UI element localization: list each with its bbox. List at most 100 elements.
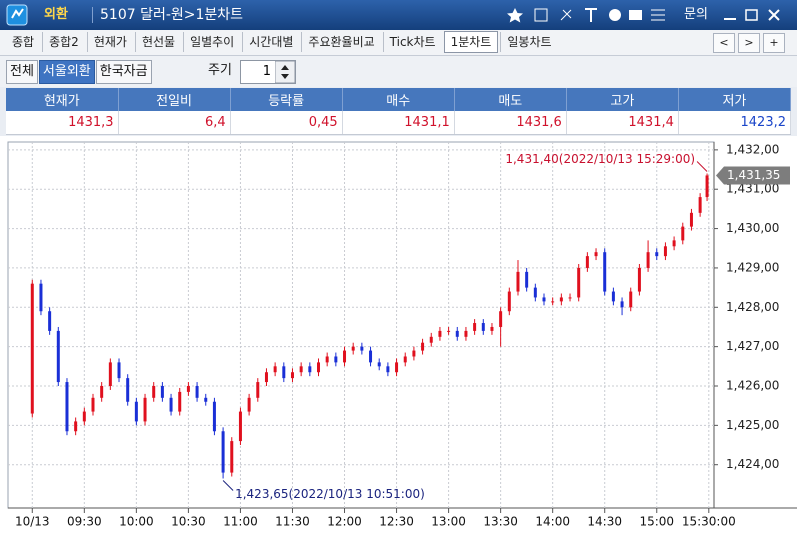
period-spinner[interactable]: 1: [240, 60, 296, 84]
candlestick-chart: 1,424,00 1,425,00 1,426,00 1,427,00 1,428,00…: [0, 136, 797, 535]
candle-body: [421, 342, 425, 351]
link-icon[interactable]: [560, 9, 572, 21]
close-button[interactable]: [768, 9, 780, 21]
column-header: 매도: [454, 88, 567, 111]
candle-body: [490, 326, 494, 331]
tab[interactable]: 일봉차트: [500, 32, 557, 52]
export-icon[interactable]: [534, 8, 548, 22]
quote-cell: 1431,6: [454, 111, 567, 135]
candle-body: [317, 362, 321, 373]
candle-body: [412, 350, 416, 357]
help-icon[interactable]: [609, 9, 621, 21]
x-tick-label: 10/13: [15, 515, 50, 529]
candle-body: [282, 366, 286, 379]
candle-body: [447, 330, 451, 332]
candle-body: [351, 346, 355, 351]
x-tick-label: 10:30: [171, 515, 206, 529]
candle-body: [705, 175, 709, 198]
tab-strip: 종합 종합2 현재가 현선물 일별추이 시간대별 주요환율비교 Tick차트 1분차트 일봉차트 <…: [0, 30, 797, 56]
source-button[interactable]: 전체: [6, 60, 38, 84]
quote-header: 현재가 전일비 등락률 매수 매도 고가 저가: [6, 88, 792, 111]
y-tick-label: 1,428,00: [726, 300, 779, 314]
column-header: 저가: [678, 88, 792, 111]
print-icon[interactable]: [629, 10, 642, 20]
list-icon[interactable]: [651, 9, 665, 21]
tab[interactable]: 종합: [12, 35, 35, 49]
candle-body: [56, 330, 60, 383]
candle-body: [386, 366, 390, 373]
quote-cell: 0,45: [230, 111, 343, 135]
candle-body: [74, 421, 78, 432]
y-tick-label: 1,430,00: [726, 221, 779, 235]
source-button[interactable]: 서울외환: [38, 60, 95, 84]
quote-body: 1431,3 6,4 0,45 1431,1 1431,6 1431,4 1423,2: [6, 111, 792, 135]
y-tick-label: 1,426,00: [726, 379, 779, 393]
candle-body: [126, 378, 130, 402]
tab[interactable]: 주요환율비교: [301, 32, 380, 52]
maximize-button[interactable]: [745, 9, 758, 21]
y-tick-label: 1,424,00: [726, 457, 779, 471]
candle-body: [542, 297, 546, 302]
y-tick-label: 1,431,00: [726, 182, 779, 196]
last-price-tag: [716, 166, 790, 185]
y-tick-label: 1,429,00: [726, 260, 779, 274]
candle-body: [663, 246, 667, 257]
candle-body: [134, 401, 138, 422]
tab-nav-button[interactable]: <: [713, 33, 735, 53]
candle-body: [152, 386, 156, 398]
candle-body: [117, 362, 121, 379]
candle-body: [377, 362, 381, 367]
candle-body: [221, 431, 225, 473]
quote-cell: 1431,3: [6, 111, 119, 135]
candle-body: [516, 271, 520, 292]
annotation-arrow: [696, 161, 708, 172]
tab[interactable]: 현재가: [86, 32, 133, 52]
candle-body: [473, 323, 477, 331]
spinner-arrows[interactable]: [275, 61, 295, 83]
candle-body: [620, 301, 624, 308]
candle-body: [672, 240, 676, 247]
separator: [92, 7, 93, 23]
candle-body: [499, 311, 503, 327]
menu-button[interactable]: 외환: [44, 7, 68, 22]
help-button[interactable]: 문의: [684, 7, 708, 22]
x-tick-label: 11:30: [275, 515, 310, 529]
tab-nav-button[interactable]: +: [763, 33, 785, 53]
x-tick-label: 12:00: [327, 515, 362, 529]
x-tick-label: 15:30:00: [682, 515, 736, 529]
column-header: 고가: [566, 88, 679, 111]
window-title: 5107 달러-원>1분차트: [100, 7, 244, 23]
candle-body: [603, 252, 607, 292]
tab[interactable]: 현선물: [134, 32, 181, 52]
y-tick-label: 1,432,00: [726, 142, 779, 156]
x-tick-label: 10:00: [119, 515, 154, 529]
tab[interactable]: Tick차트: [382, 32, 442, 52]
candle-body: [308, 366, 312, 373]
tab[interactable]: 시간대별: [242, 32, 299, 52]
source-button[interactable]: 한국자금: [95, 60, 152, 84]
candle-body: [195, 386, 199, 398]
period-value[interactable]: 1: [262, 64, 271, 79]
tab[interactable]: 1분차트: [443, 31, 499, 53]
favorite-icon[interactable]: [507, 8, 523, 23]
y-tick-label: 1,427,00: [726, 339, 779, 353]
font-icon[interactable]: [585, 8, 597, 22]
candle-body: [247, 397, 251, 412]
candle-body: [82, 411, 86, 422]
candle-body: [334, 356, 338, 363]
candle-body: [525, 271, 529, 288]
candle-body: [238, 411, 242, 442]
quote-row: 1431,3 6,4 0,45 1431,1 1431,6 1431,4 1423,2: [6, 111, 792, 135]
candle-body: [65, 382, 69, 432]
tab[interactable]: 일별추이: [183, 32, 240, 52]
candle-body: [169, 397, 173, 412]
plot-frame: [7, 141, 715, 509]
tab[interactable]: 종합2: [42, 32, 85, 52]
last-price-label: 1,431,35: [727, 168, 780, 182]
quote-cell: 1431,1: [342, 111, 455, 135]
tab-nav-button[interactable]: >: [738, 33, 760, 53]
toolbar-icons: [507, 8, 665, 23]
candle-body: [689, 212, 693, 227]
candle-body: [637, 267, 641, 292]
